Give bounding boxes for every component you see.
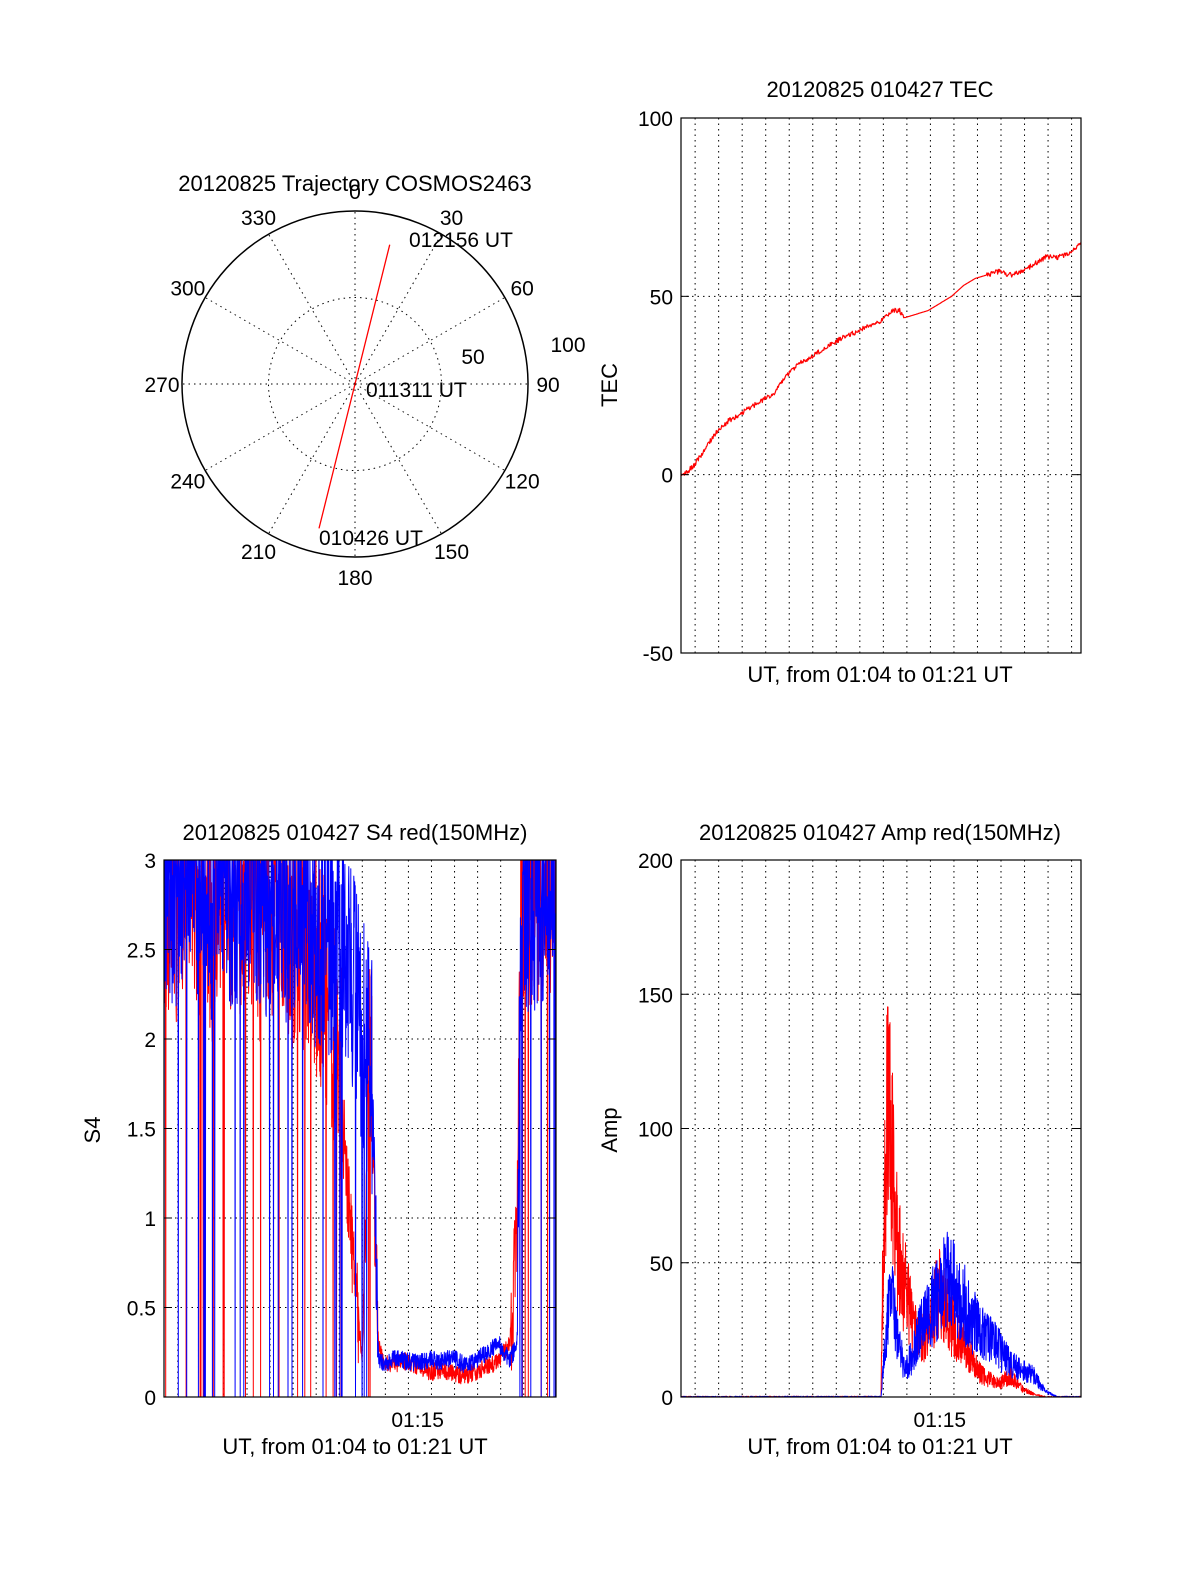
s4-title: 20120825 010427 S4 red(150MHz) bbox=[183, 820, 528, 845]
polar-azimuth-label: 330 bbox=[241, 207, 276, 230]
amp-series bbox=[680, 1006, 1082, 1398]
y-tick-label: 0 bbox=[144, 1387, 156, 1410]
polar-spoke bbox=[354, 297, 506, 385]
y-tick-label: 3 bbox=[144, 850, 156, 873]
polar-azimuth-label: 180 bbox=[337, 567, 372, 590]
polar-spoke bbox=[204, 297, 356, 385]
y-tick-label: 0.5 bbox=[127, 1298, 156, 1321]
polar-title: 20120825 Trajectory COSMOS2463 bbox=[178, 171, 531, 196]
tec-line-chart: 20120825 010427 TEC -50 0 50 100 UT, from 0… bbox=[597, 77, 1082, 687]
polar-grid bbox=[181, 210, 529, 558]
polar-radial-ring bbox=[268, 297, 442, 471]
y-tick-label: 0 bbox=[661, 1387, 673, 1410]
s4-x-label: UT, from 01:04 to 01:21 UT bbox=[222, 1434, 487, 1459]
y-tick-label: 50 bbox=[650, 1253, 673, 1276]
polar-radial-labels: 50 100 bbox=[461, 334, 585, 369]
polar-radial-label: 50 bbox=[461, 346, 484, 369]
trajectory-path bbox=[318, 244, 391, 529]
y-tick-label: -50 bbox=[643, 643, 673, 666]
x-tick-label: 01:15 bbox=[391, 1409, 444, 1432]
tec-x-label: UT, from 01:04 to 01:21 UT bbox=[747, 662, 1012, 687]
s4-series bbox=[163, 859, 557, 1398]
amp-y-label: Amp bbox=[597, 1107, 622, 1152]
polar-spoke bbox=[354, 383, 442, 535]
polar-spoke bbox=[204, 383, 356, 471]
polar-azimuth-label: 270 bbox=[144, 374, 179, 397]
polar-azimuth-label: 120 bbox=[505, 471, 540, 494]
polar-azimuth-label: 30 bbox=[440, 207, 463, 230]
series-line bbox=[163, 859, 557, 1398]
y-tick-label: 1.5 bbox=[127, 1119, 156, 1142]
y-tick-label: 2.5 bbox=[127, 940, 156, 963]
polar-spoke bbox=[268, 233, 356, 385]
amp-grid bbox=[681, 860, 1081, 1397]
y-tick-label: 50 bbox=[650, 286, 673, 309]
y-tick-label: 150 bbox=[638, 984, 673, 1007]
s4-line-chart: 20120825 010427 S4 red(150MHz) 0 0.5 1 1.5 2… bbox=[80, 820, 557, 1459]
amp-y-ticks: 0 50 100 150 200 bbox=[638, 850, 1081, 1410]
polar-azimuth-label: 300 bbox=[170, 278, 205, 301]
polar-azimuth-labels: 0 30 60 90 120 150 180 210 240 270 300 330 bbox=[144, 181, 559, 590]
polar-azimuth-label: 0 bbox=[349, 181, 361, 204]
trajectory-polar-chart: 20120825 Trajectory COSMOS2463 0 30 60 90 12… bbox=[144, 171, 585, 590]
y-tick-label: 0 bbox=[661, 465, 673, 488]
amp-x-ticks: 01:15 bbox=[914, 1409, 967, 1432]
tec-plot-frame bbox=[680, 117, 1082, 654]
tec-y-ticks: -50 0 50 100 bbox=[638, 108, 1081, 666]
s4-x-ticks: 01:15 bbox=[391, 1409, 444, 1432]
polar-azimuth-label: 240 bbox=[170, 471, 205, 494]
polar-azimuth-label: 60 bbox=[510, 278, 533, 301]
polar-outer-ring bbox=[181, 210, 529, 558]
tec-series bbox=[680, 242, 1082, 476]
polar-azimuth-label: 150 bbox=[434, 541, 469, 564]
tec-grid bbox=[681, 118, 1081, 653]
polar-radial-label: 100 bbox=[550, 334, 585, 357]
s4-y-label: S4 bbox=[80, 1117, 105, 1144]
y-tick-label: 100 bbox=[638, 1119, 673, 1142]
y-tick-label: 2 bbox=[144, 1029, 156, 1052]
amp-title: 20120825 010427 Amp red(150MHz) bbox=[699, 820, 1061, 845]
trajectory-line bbox=[318, 244, 391, 529]
polar-azimuth-label: 210 bbox=[241, 541, 276, 564]
y-tick-label: 1 bbox=[144, 1208, 156, 1231]
amp-line-chart: 20120825 010427 Amp red(150MHz) 0 50 100 15… bbox=[597, 820, 1082, 1459]
polar-spoke bbox=[354, 383, 506, 471]
series-line bbox=[680, 242, 1082, 476]
tec-y-label: TEC bbox=[597, 363, 622, 407]
x-tick-label: 01:15 bbox=[914, 1409, 967, 1432]
y-tick-label: 100 bbox=[638, 108, 673, 131]
polar-spoke bbox=[354, 233, 442, 385]
series-line bbox=[680, 1006, 1082, 1398]
y-tick-label: 200 bbox=[638, 850, 673, 873]
amp-plot-frame bbox=[680, 859, 1082, 1398]
polar-azimuth-label: 90 bbox=[536, 374, 559, 397]
annotation-start-time: 010426 UT bbox=[319, 527, 423, 550]
annotation-mid-time: 011311 UT bbox=[366, 379, 467, 402]
s4-y-ticks: 0 0.5 1 1.5 2 2.5 3 bbox=[127, 850, 556, 1410]
amp-x-label: UT, from 01:04 to 01:21 UT bbox=[747, 1434, 1012, 1459]
tec-title: 20120825 010427 TEC bbox=[766, 77, 993, 102]
annotation-end-time: 012156 UT bbox=[409, 229, 513, 252]
polar-spoke bbox=[268, 383, 356, 535]
